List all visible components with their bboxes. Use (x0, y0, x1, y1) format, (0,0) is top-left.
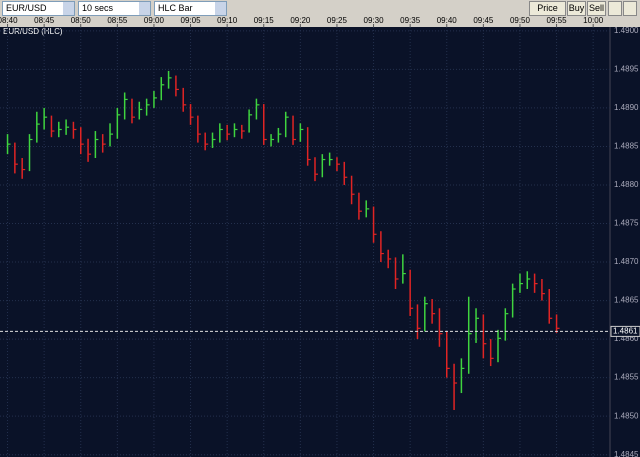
x-tick-label: 09:00 (144, 17, 165, 25)
x-tick-label: 09:25 (327, 17, 348, 25)
x-tick-label: 09:35 (400, 17, 421, 25)
style-select[interactable]: HLC Bar (154, 1, 227, 16)
x-tick-label: 09:15 (254, 17, 275, 25)
y-tick-label: 1.4885 (614, 142, 639, 151)
x-tick-label: 09:20 (290, 17, 311, 25)
x-tick-label: 10:00 (583, 17, 604, 25)
buy-button[interactable]: Buy (567, 1, 586, 16)
y-tick-label: 1.4865 (614, 296, 639, 305)
chart: EUR/USD (HLC) 08:40 08:45 08:50 08:55 09:00 0… (0, 17, 640, 457)
y-tick-label: 1.4895 (614, 64, 639, 73)
minimize-button[interactable] (608, 1, 622, 16)
last-price-box (610, 325, 640, 337)
y-tick-label: 1.4845 (614, 450, 639, 457)
time-axis-strip (0, 17, 640, 27)
x-tick-label: 08:55 (107, 17, 128, 25)
x-tick-label: 08:50 (71, 17, 92, 25)
x-tick-label: 09:30 (364, 17, 385, 25)
x-tick-label: 08:40 (0, 17, 18, 25)
y-tick-label: 1.4900 (614, 26, 639, 35)
x-tick-label: 09:55 (547, 17, 568, 25)
price-box-button[interactable]: Price Box (529, 1, 566, 26)
x-tick-label: 09:10 (217, 17, 238, 25)
x-tick-label: 09:40 (437, 17, 458, 25)
x-tick-label: 09:50 (510, 17, 531, 25)
last-price-label: 1.4861 (613, 327, 638, 336)
x-tick-label: 08:45 (34, 17, 55, 25)
y-tick-label: 1.4850 (614, 411, 639, 420)
close-button[interactable] (623, 1, 637, 16)
y-tick-label: 1.4870 (614, 257, 639, 266)
x-tick-label: 09:45 (473, 17, 494, 25)
chart-title: EUR/USD (HLC) (3, 27, 63, 36)
y-tick-label: 1.4875 (614, 219, 639, 228)
y-tick-label: 1.4880 (614, 180, 639, 189)
y-tick-label: 1.4860 (614, 334, 639, 343)
price-axis (610, 27, 640, 457)
sell-button[interactable]: Sell (587, 1, 606, 16)
symbol-select[interactable]: EUR/USD (2, 1, 75, 16)
y-tick-label: 1.4855 (614, 373, 639, 382)
x-tick-label: 09:05 (181, 17, 202, 25)
interval-select[interactable]: 10 secs (78, 1, 151, 16)
toolbar: EUR/USD 10 secs HLC Bar Price Box Buy Se… (0, 0, 640, 26)
y-tick-label: 1.4890 (614, 103, 639, 112)
